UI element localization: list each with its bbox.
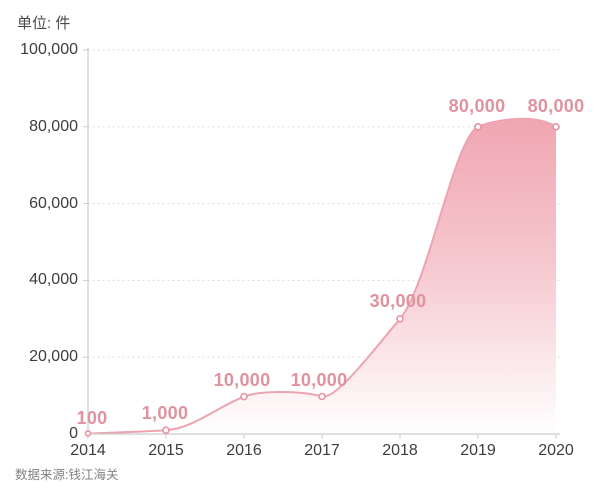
x-tick-label: 2015 — [148, 442, 184, 459]
data-label: 80,000 — [527, 96, 585, 116]
x-tick-label: 2018 — [382, 442, 418, 459]
data-point-2015 — [162, 426, 170, 435]
data-point-2020 — [552, 123, 560, 131]
x-tick-label: 2017 — [304, 442, 340, 459]
data-point-2018 — [396, 314, 404, 323]
y-tick-label: 20,000 — [29, 348, 78, 365]
data-label: 1,000 — [141, 403, 189, 423]
source-label: 数据来源:钱江海关 — [15, 468, 119, 482]
data-label: 80,000 — [448, 96, 506, 116]
x-tick-label: 2016 — [226, 442, 262, 459]
x-tick-label: 2020 — [538, 442, 574, 459]
data-label: 30,000 — [369, 291, 427, 311]
data-point-2014 — [84, 430, 92, 437]
data-label: 10,000 — [213, 370, 271, 390]
y-tick-label: 100,000 — [20, 41, 78, 58]
area-fill — [88, 118, 556, 434]
data-point-2019 — [474, 123, 482, 131]
unit-label: 单位: 件 — [17, 15, 71, 32]
y-tick-label: 80,000 — [29, 118, 78, 135]
y-tick-label: 40,000 — [29, 271, 78, 288]
y-tick-label: 0 — [69, 425, 78, 442]
data-point-2017 — [318, 392, 326, 401]
x-tick-label: 2019 — [460, 442, 496, 459]
y-tick-label: 60,000 — [29, 195, 78, 212]
data-label: 10,000 — [290, 370, 348, 390]
data-point-2016 — [240, 392, 248, 401]
x-tick-label: 2014 — [70, 442, 106, 459]
data-label: 100 — [76, 408, 108, 428]
